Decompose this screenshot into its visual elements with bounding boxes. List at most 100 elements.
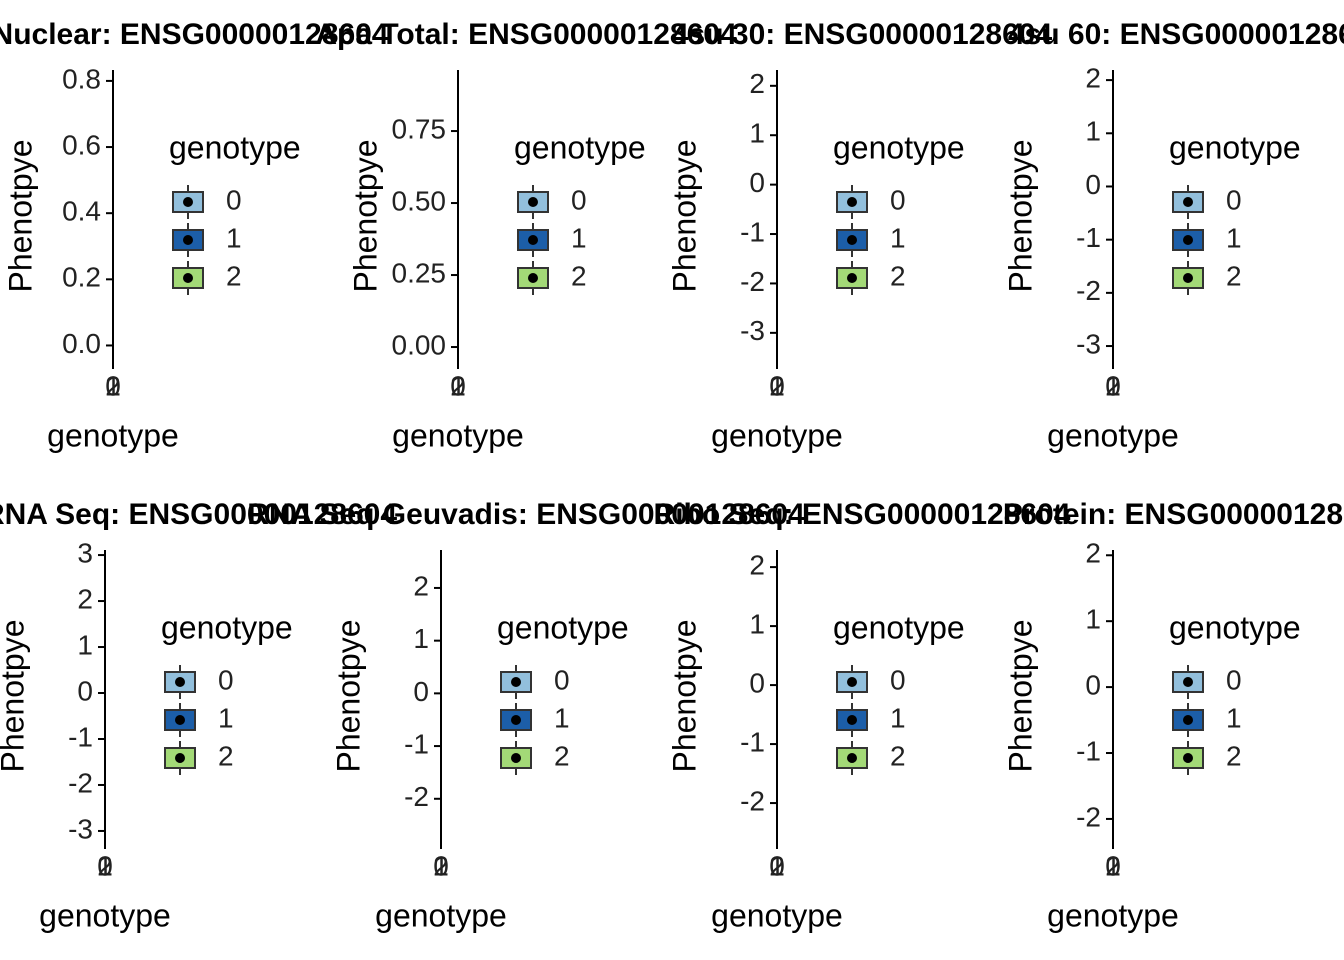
- y-tick-label: 0.50: [392, 185, 447, 216]
- legend-label: 1: [571, 222, 587, 253]
- y-tick-label: 1: [1085, 116, 1101, 147]
- y-tick-label: 0.4: [62, 196, 101, 227]
- legend-label: 2: [554, 740, 570, 771]
- y-tick-label: -2: [1076, 801, 1101, 832]
- x-axis-label: genotype: [375, 897, 507, 933]
- x-axis-label: genotype: [711, 897, 843, 933]
- y-axis-label: Phenotpye: [347, 139, 383, 292]
- legend-dot: [183, 273, 193, 283]
- y-tick-label: -1: [68, 721, 93, 752]
- legend-dot: [511, 753, 521, 763]
- x-axis-label: genotype: [711, 417, 843, 453]
- y-tick-label: 0.6: [62, 129, 101, 160]
- x-axis-label: genotype: [1047, 897, 1179, 933]
- legend-dot: [847, 273, 857, 283]
- legend-label: 0: [554, 664, 570, 695]
- y-tick-label: 1: [413, 623, 429, 654]
- x-tick-label: 0: [433, 850, 449, 881]
- legend-dot: [183, 197, 193, 207]
- x-tick-label: 0: [105, 370, 121, 401]
- legend-label: 0: [1226, 184, 1242, 215]
- x-axis-label: genotype: [47, 417, 179, 453]
- legend-title: genotype: [1169, 609, 1301, 645]
- legend-label: 2: [890, 260, 906, 291]
- legend-title: genotype: [514, 129, 646, 165]
- y-tick-label: 1: [1085, 604, 1101, 635]
- x-tick-label: 2: [1105, 850, 1121, 881]
- legend-dot: [847, 235, 857, 245]
- y-tick-label: 0.8: [62, 63, 101, 94]
- legend-label: 1: [226, 222, 242, 253]
- x-tick-label: 2: [769, 850, 785, 881]
- y-tick-label: -2: [740, 785, 765, 816]
- legend-label: 2: [890, 740, 906, 771]
- legend-dot: [175, 753, 185, 763]
- x-axis-label: genotype: [1047, 417, 1179, 453]
- legend-dot: [847, 753, 857, 763]
- x-tick-label: 0: [769, 370, 785, 401]
- y-tick-label: 0: [749, 667, 765, 698]
- legend-label: 0: [226, 184, 242, 215]
- y-tick-label: 2: [1085, 62, 1101, 93]
- legend-dot: [847, 197, 857, 207]
- x-tick-label: 1: [1105, 370, 1121, 401]
- y-tick-label: -3: [1076, 328, 1101, 359]
- x-tick-label: 0: [450, 370, 466, 401]
- legend-title: genotype: [497, 609, 629, 645]
- y-tick-label: -2: [740, 266, 765, 297]
- y-tick-label: 0: [1085, 169, 1101, 200]
- legend-label: 0: [890, 664, 906, 695]
- legend-label: 2: [1226, 740, 1242, 771]
- legend-title: genotype: [169, 129, 301, 165]
- legend-label: 0: [218, 664, 234, 695]
- y-tick-label: 0.75: [392, 113, 447, 144]
- legend-title: genotype: [833, 129, 965, 165]
- y-tick-label: 2: [749, 68, 765, 99]
- legend-dot: [183, 235, 193, 245]
- legend-label: 0: [571, 184, 587, 215]
- y-tick-label: 2: [77, 583, 93, 614]
- y-tick-label: 0.00: [392, 329, 447, 360]
- legend-dot: [528, 235, 538, 245]
- legend-dot: [528, 273, 538, 283]
- panel-title: Ribo Seq: ENSG00000128604: [654, 498, 1071, 531]
- y-tick-label: 0: [413, 676, 429, 707]
- y-tick-label: -1: [1076, 222, 1101, 253]
- x-axis-label: genotype: [392, 417, 524, 453]
- legend-label: 0: [1226, 664, 1242, 695]
- legend-dot: [847, 677, 857, 687]
- y-tick-label: 0.25: [392, 257, 447, 288]
- y-tick-label: 2: [1085, 538, 1101, 569]
- legend-dot: [528, 197, 538, 207]
- y-tick-label: 0: [77, 675, 93, 706]
- x-tick-label: 2: [450, 370, 466, 401]
- legend-dot: [847, 715, 857, 725]
- legend-label: 1: [554, 702, 570, 733]
- x-tick-label: 0: [1105, 370, 1121, 401]
- y-tick-label: 2: [413, 570, 429, 601]
- y-tick-label: 2: [749, 549, 765, 580]
- legend-label: 2: [1226, 260, 1242, 291]
- legend-dot: [1183, 677, 1193, 687]
- legend-title: genotype: [833, 609, 965, 645]
- y-tick-label: -1: [740, 216, 765, 247]
- x-tick-label: 2: [1105, 370, 1121, 401]
- y-axis-label: Phenotpye: [0, 619, 30, 772]
- y-tick-label: -2: [404, 781, 429, 812]
- y-tick-label: -3: [740, 315, 765, 346]
- panel-title: Protein: ENSG00000128604: [1003, 498, 1344, 531]
- y-axis-label: Phenotpye: [1002, 139, 1038, 292]
- legend-title: genotype: [1169, 129, 1301, 165]
- y-axis-label: Phenotpye: [666, 139, 702, 292]
- y-tick-label: -3: [68, 813, 93, 844]
- y-tick-label: 1: [77, 629, 93, 660]
- y-tick-label: 3: [77, 537, 93, 568]
- x-tick-label: 1: [433, 850, 449, 881]
- x-tick-label: 1: [769, 370, 785, 401]
- legend-dot: [1183, 273, 1193, 283]
- legend-label: 0: [890, 184, 906, 215]
- legend-label: 1: [1226, 222, 1242, 253]
- y-tick-label: 0.0: [62, 328, 101, 359]
- y-tick-label: 1: [749, 608, 765, 639]
- y-tick-label: -2: [68, 767, 93, 798]
